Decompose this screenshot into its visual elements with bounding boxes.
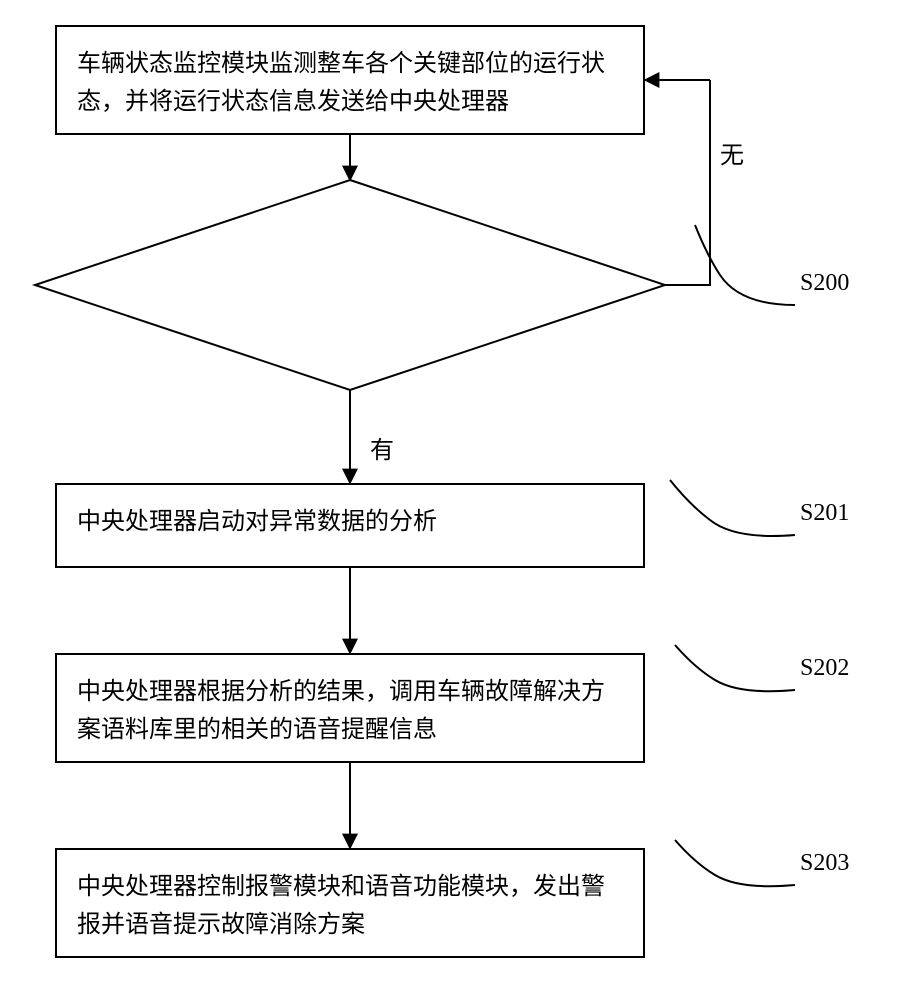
curve-s201 [670, 480, 795, 536]
decision-text: 检测是否有异常数据， 判断车辆是否有安全问题 [35, 255, 665, 332]
step-s201: S201 [800, 500, 849, 527]
decision-line1: 检测是否有异常数据， [230, 261, 470, 287]
node-text: 中央处理器启动对异常数据的分析 [77, 509, 437, 535]
node-text: 中央处理器根据分析的结果，调用车辆故障解决方案语料库里的相关的语音提醒信息 [77, 679, 605, 743]
node-analyze: 中央处理器启动对异常数据的分析 [55, 483, 645, 568]
node-alarm: 中央处理器控制报警模块和语音功能模块，发出警报并语音提示故障消除方案 [55, 848, 645, 958]
node-monitor: 车辆状态监控模块监测整车各个关键部位的运行状态，并将运行状态信息发送给中央处理器 [55, 25, 645, 135]
step-s200: S200 [800, 270, 849, 297]
edge-label-yes: 有 [370, 430, 394, 465]
curve-s200 [695, 225, 795, 305]
step-s203: S203 [800, 850, 849, 877]
node-text: 车辆状态监控模块监测整车各个关键部位的运行状态，并将运行状态信息发送给中央处理器 [77, 51, 605, 115]
decision-line2: 判断车辆是否有安全问题 [218, 299, 482, 325]
curve-s203 [675, 840, 795, 886]
edge-no-branch [665, 80, 710, 285]
node-text: 中央处理器控制报警模块和语音功能模块，发出警报并语音提示故障消除方案 [77, 874, 605, 938]
curve-s202 [675, 645, 795, 691]
edge-label-no: 无 [720, 135, 744, 170]
step-s202: S202 [800, 655, 849, 682]
node-corpus: 中央处理器根据分析的结果，调用车辆故障解决方案语料库里的相关的语音提醒信息 [55, 653, 645, 763]
flowchart-canvas: 车辆状态监控模块监测整车各个关键部位的运行状态，并将运行状态信息发送给中央处理器… [0, 0, 900, 1000]
